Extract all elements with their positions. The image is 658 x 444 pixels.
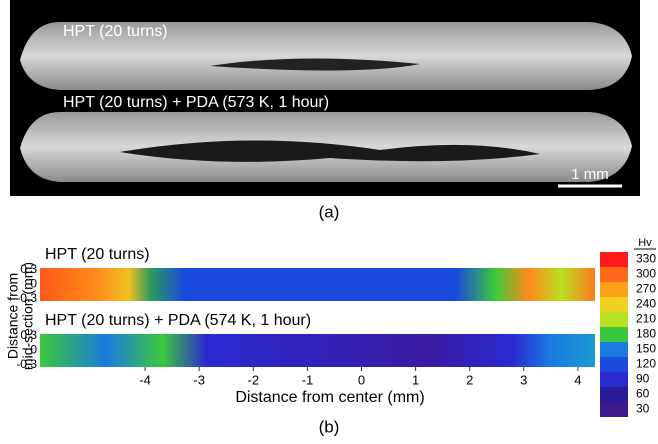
x-tick-label: 3 [520,372,527,387]
scale-bar-label: 1 mm [571,166,609,183]
x-tick-label: 4 [574,372,581,387]
colorbar-swatch [600,312,628,327]
y-tick-label: 0.3 [20,262,37,276]
colorbar-swatch [600,357,628,372]
y-tick-label: -0.3 [16,291,37,305]
x-axis-label: Distance from center (mm) [235,389,424,406]
y-tick-label: 0 [30,343,37,357]
map-label: HPT (20 turns) [45,246,150,263]
colorbar-swatch [600,267,628,282]
figure: HPT (20 turns) HPT (20 turns) + PDA (573… [0,0,658,439]
colorbar-swatch [600,402,628,417]
colorbar-swatch [600,327,628,342]
hardness-map [40,334,595,367]
y-axis-label: Distance from [5,273,21,359]
x-tick-label: 1 [412,372,419,387]
colorbar-label: 150 [636,342,656,356]
x-tick-label: 2 [466,372,473,387]
y-tick-label: 0 [30,277,37,291]
colorbar-label: 120 [636,357,656,371]
colorbar-label: 180 [636,327,656,341]
x-tick-label: -1 [302,372,314,387]
colorbar-label: 60 [636,387,650,401]
y-tick-label: 0.3 [20,328,37,342]
caption: (a) [319,202,340,221]
colorbar-swatch [600,297,628,312]
colorbar-swatch [600,387,628,402]
y-tick-label: -0.3 [16,357,37,371]
colorbar-label: 270 [636,282,656,296]
x-tick-label: -4 [139,372,151,387]
colorbar-label: 330 [636,252,656,266]
colorbar-swatch [600,342,628,357]
page: HPT (20 turns) HPT (20 turns) + PDA (573… [0,0,658,444]
colorbar-label: 300 [636,267,656,281]
caption: (b) [319,417,340,436]
specimen-label: HPT (20 turns) [63,23,168,40]
colorbar-title: Hv [638,237,652,249]
map-label: HPT (20 turns) + PDA (574 K, 1 hour) [45,312,311,329]
hardness-map [40,268,595,301]
colorbar-swatch [600,282,628,297]
colorbar-label: 210 [636,312,656,326]
x-tick-label: -3 [193,372,205,387]
colorbar-label: 90 [636,372,650,386]
colorbar-label: 240 [636,297,656,311]
x-tick-label: 0 [358,372,365,387]
specimen-label: HPT (20 turns) + PDA (573 K, 1 hour) [63,94,329,111]
colorbar-label: 30 [636,402,650,416]
colorbar-swatch [600,252,628,267]
colorbar-swatch [600,372,628,387]
x-tick-label: -2 [248,372,260,387]
